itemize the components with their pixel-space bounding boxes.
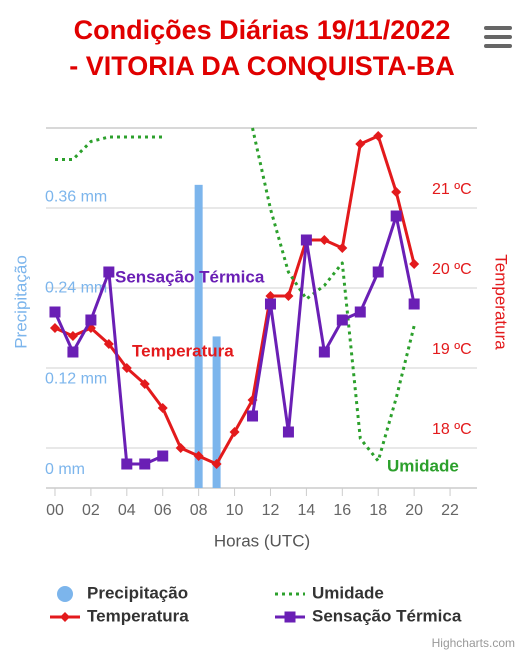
legend-symbol [60, 612, 70, 622]
marker [282, 426, 294, 438]
marker [67, 331, 78, 341]
marker [229, 427, 240, 437]
x-tick-label: 06 [154, 502, 172, 519]
y2-tick-label: 21 ºC [432, 181, 472, 198]
x-tick-label: 02 [82, 502, 100, 519]
marker [121, 363, 132, 373]
legend-label: Temperatura [87, 606, 189, 625]
legend-symbol [284, 611, 296, 623]
y2-tick-label: 20 ºC [432, 261, 472, 278]
marker [211, 459, 222, 469]
marker [391, 187, 402, 197]
annotation: Sensação Térmica [115, 267, 265, 286]
marker [283, 291, 294, 301]
marker [49, 306, 61, 318]
marker [337, 243, 348, 253]
x-tick-label: 16 [333, 502, 351, 519]
x-tick-label: 10 [226, 502, 244, 519]
y-tick-label: 0.12 mm [45, 370, 107, 387]
marker [157, 403, 168, 413]
marker [319, 235, 330, 245]
marker [247, 410, 259, 422]
marker [139, 379, 150, 389]
x-tick-label: 20 [405, 502, 423, 519]
y2-tick-label: 18 ºC [432, 421, 472, 438]
x-tick-label: 12 [262, 502, 280, 519]
bar [194, 184, 203, 488]
marker [247, 395, 258, 405]
legend-symbol [57, 586, 73, 602]
x-tick-label: 00 [46, 502, 64, 519]
x-tick-label: 08 [190, 502, 208, 519]
marker [390, 210, 402, 222]
marker [103, 339, 114, 349]
legend-label: Umidade [312, 583, 384, 602]
legend-item[interactable]: Sensação Térmica [275, 606, 462, 625]
marker [85, 314, 97, 326]
annotation: Temperatura [132, 341, 234, 360]
x-tick-label: 14 [297, 502, 315, 519]
x-tick-label: 22 [441, 502, 459, 519]
marker [409, 259, 420, 269]
y-tick-label: 0 mm [45, 461, 85, 478]
marker [336, 314, 348, 326]
marker [373, 131, 384, 141]
x-axis-title: Horas (UTC) [214, 531, 310, 550]
x-tick-label: 04 [118, 502, 136, 519]
y-tick-label: 0.36 mm [45, 188, 107, 205]
annotation: Umidade [387, 456, 459, 475]
series-line [55, 127, 416, 463]
marker [372, 266, 384, 278]
credit: Highcharts.com [432, 636, 515, 650]
y2-tick-label: 19 ºC [432, 341, 472, 358]
series-line [54, 134, 416, 466]
y2-axis-title: Temperatura [492, 254, 511, 350]
marker [49, 323, 60, 333]
chart-title: Condições Diárias 19/11/2022 [74, 15, 451, 45]
x-tick-label: 18 [369, 502, 387, 519]
legend-item[interactable]: Precipitação [57, 583, 188, 602]
menu-bar [484, 26, 512, 30]
legend-item[interactable]: Temperatura [50, 606, 189, 625]
marker [408, 298, 420, 310]
y-tick-label: 0.24 mm [45, 279, 107, 296]
bar [212, 336, 221, 488]
marker [318, 346, 330, 358]
marker [157, 450, 169, 462]
menu-bar [484, 44, 512, 48]
marker [67, 346, 79, 358]
legend-label: Sensação Térmica [312, 606, 462, 625]
legend-label: Precipitação [87, 583, 188, 602]
marker [121, 458, 133, 470]
marker [103, 266, 115, 278]
marker [264, 298, 276, 310]
chart-title: - VITORIA DA CONQUISTA-BA [69, 51, 455, 81]
marker [175, 443, 186, 453]
marker [355, 139, 366, 149]
legend-item[interactable]: Umidade [275, 583, 384, 602]
marker [139, 458, 151, 470]
menu-bar [484, 35, 512, 39]
y-axis-title: Precipitação [11, 255, 30, 349]
marker [354, 306, 366, 318]
menu-icon[interactable] [484, 26, 512, 48]
marker [300, 234, 312, 246]
marker [193, 451, 204, 461]
